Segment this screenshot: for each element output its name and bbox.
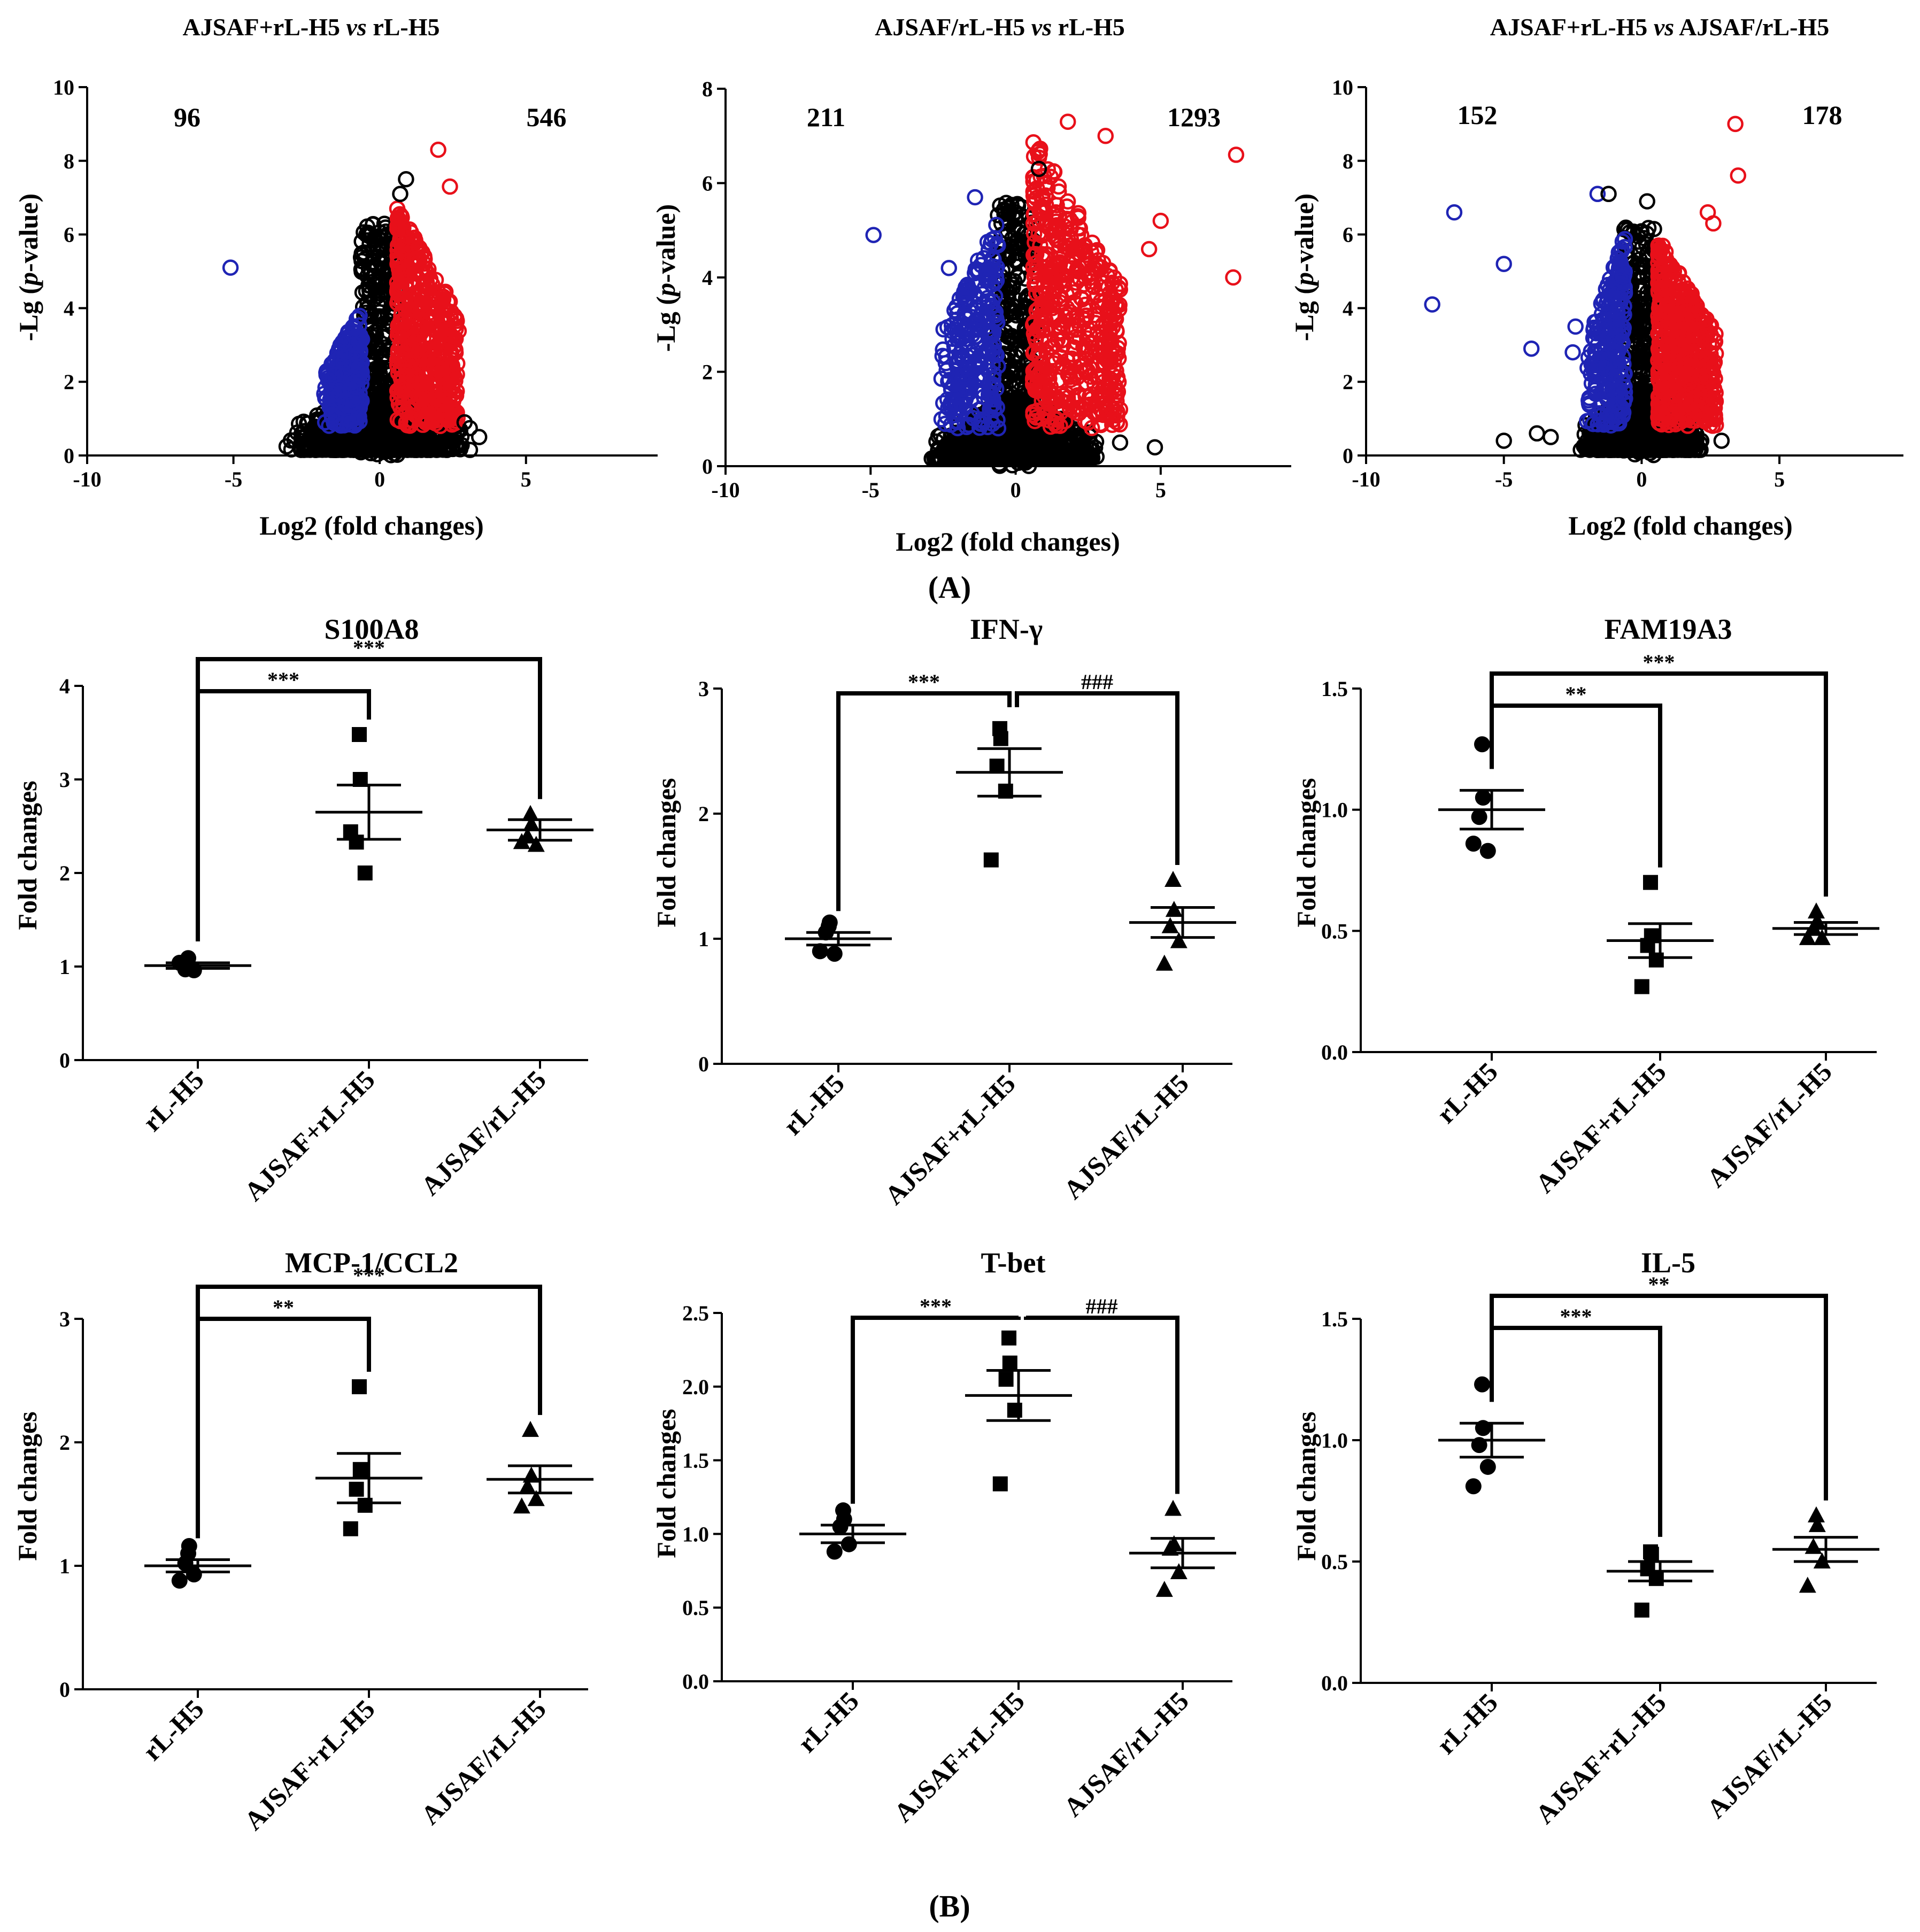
v2-y-tick-label: 8 xyxy=(702,77,713,101)
volcano-2-title: AJSAF/rL-H5 vs rL-H5 xyxy=(875,13,1125,41)
v2-point-up xyxy=(1061,115,1075,129)
volcano-3-title: AJSAF+rL-H5 vs AJSAF/rL-H5 xyxy=(1490,13,1829,41)
volcano-plot-2: AJSAF/rL-H5 vs rL-H5 211 1293 Log2 (fold… xyxy=(651,13,1291,557)
v3-y-tick-label: 0 xyxy=(1343,444,1353,468)
v2-point-up xyxy=(1229,148,1243,162)
v2-y-tick-label: 2 xyxy=(702,360,713,384)
v2-point-up xyxy=(1154,214,1168,228)
volcano-2-y-label: -Lg (p-value) xyxy=(651,204,681,352)
v2-point-ns xyxy=(1148,441,1162,454)
v1-x-tick-label: -5 xyxy=(225,467,242,491)
v1-x-tick-label: 5 xyxy=(521,467,531,491)
v2-y-tick-label: 6 xyxy=(702,172,713,196)
v3-x-tick-label: -10 xyxy=(1352,467,1380,491)
v1-point-ns xyxy=(472,430,486,444)
v2-x-tick-label: -10 xyxy=(711,478,739,502)
v3-y-tick-label: 8 xyxy=(1343,149,1353,173)
v2-point-up xyxy=(1226,271,1240,284)
v2-x-tick-label: 5 xyxy=(1155,478,1166,502)
v3-y-tick-label: 4 xyxy=(1343,296,1353,320)
v1-y-tick-label: 2 xyxy=(64,370,74,394)
v1-y-tick-label: 10 xyxy=(53,75,74,99)
volcano-3-x-label: Log2 (fold changes) xyxy=(1568,511,1792,540)
v1-y-tick-label: 6 xyxy=(64,223,74,247)
volcano-2-x-label: Log2 (fold changes) xyxy=(896,527,1120,557)
volcano-1-y-label: -Lg (p-value) xyxy=(13,194,43,341)
volcano-1-up-count: 546 xyxy=(527,102,567,132)
v2-y-tick-label: 0 xyxy=(702,454,713,478)
v3-y-tick-label: 2 xyxy=(1343,370,1353,394)
v3-x-tick-label: 5 xyxy=(1774,467,1785,491)
volcano-1-title: AJSAF+rL-H5 vs rL-H5 xyxy=(182,13,439,41)
volcano-3-up-count: 178 xyxy=(1802,100,1842,130)
v1-point-up xyxy=(431,143,445,157)
v3-x-tick-label: -5 xyxy=(1495,467,1513,491)
volcano-2-down-count: 211 xyxy=(807,102,845,132)
v1-y-tick-label: 0 xyxy=(64,444,74,468)
volcano-1-down-count: 96 xyxy=(174,102,201,132)
v2-point-up xyxy=(1099,129,1113,143)
v1-x-tick-label: 0 xyxy=(374,467,385,491)
v1-point-down xyxy=(223,261,237,275)
v2-point-down xyxy=(942,261,956,275)
v2-point-up xyxy=(1142,242,1156,256)
v2-point-down xyxy=(968,190,982,204)
volcano-plot-3: AJSAF+rL-H5 vs AJSAF/rL-H5 152 178 Log2 … xyxy=(1289,13,1903,540)
v1-y-tick-label: 8 xyxy=(64,149,74,173)
volcano-1-x-label: Log2 (fold changes) xyxy=(259,511,483,540)
v1-point-ns xyxy=(393,187,407,201)
v3-y-tick-label: 6 xyxy=(1343,223,1353,247)
v2-y-tick-label: 4 xyxy=(702,266,713,290)
volcano-3-y-label: -Lg (p-value) xyxy=(1289,194,1319,341)
v3-y-tick-label: 10 xyxy=(1332,75,1353,99)
v2-x-tick-label: 0 xyxy=(1011,478,1021,502)
v1-point-ns xyxy=(399,172,413,186)
volcano-2-up-count: 1293 xyxy=(1167,102,1221,132)
v1-x-tick-label: -10 xyxy=(73,467,101,491)
v2-point-down xyxy=(867,228,881,242)
v2-point-ns xyxy=(1113,436,1127,450)
v2-x-tick-label: -5 xyxy=(862,478,880,502)
v1-point-up xyxy=(443,180,457,194)
volcano-3-down-count: 152 xyxy=(1458,100,1498,130)
v3-x-tick-label: 0 xyxy=(1636,467,1647,491)
v1-y-tick-label: 4 xyxy=(64,296,74,320)
volcano-plot-1: AJSAF+rL-H5 vs rL-H5 96 546 Log2 (fold c… xyxy=(13,13,658,540)
